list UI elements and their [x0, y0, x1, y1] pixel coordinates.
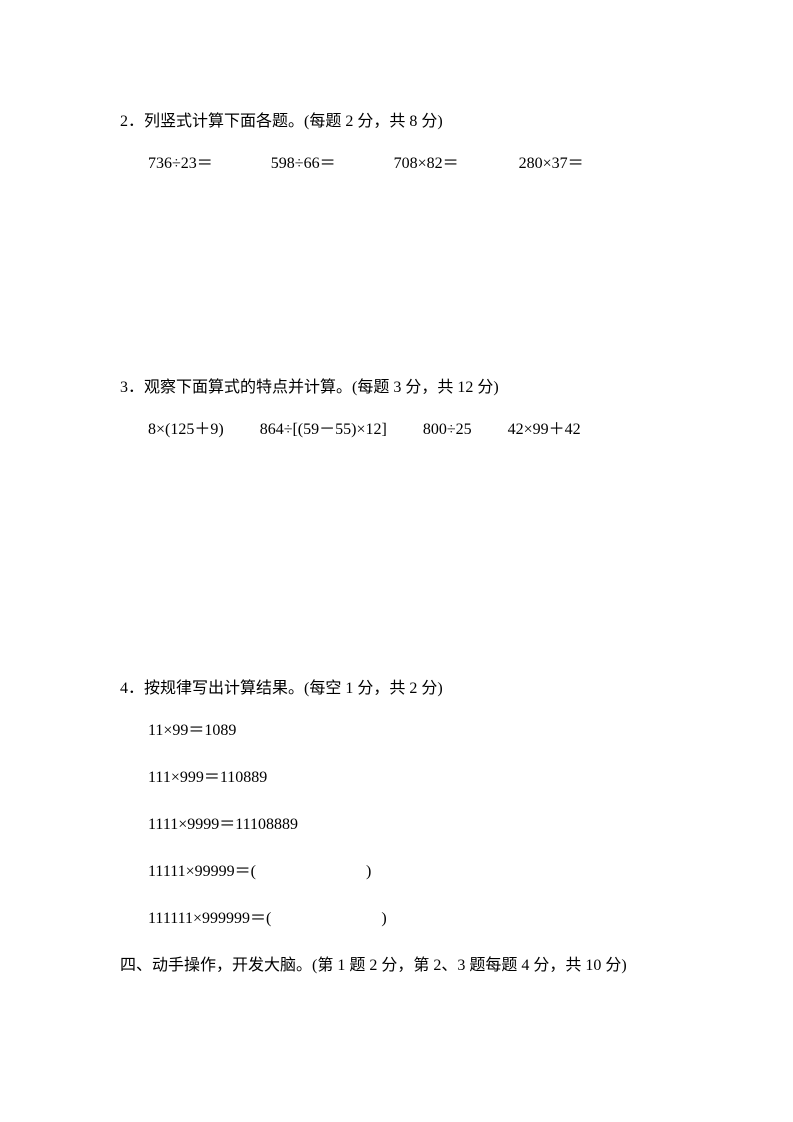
q2-item-1: 736÷23＝ [148, 152, 213, 176]
q4-blank1-suffix: ) [366, 863, 371, 880]
q3-item-4: 42×99＋42 [508, 418, 581, 442]
q4-blank2-prefix: 111111×999999＝( [148, 910, 271, 927]
q3-item-1: 8×(125＋9) [148, 418, 224, 442]
question-4-title: 4．按规律写出计算结果。(每空 1 分，共 2 分) [120, 677, 673, 701]
q3-item-3: 800÷25 [423, 418, 472, 442]
q2-item-3: 708×82＝ [394, 152, 459, 176]
q4-blank1-prefix: 11111×99999＝( [148, 863, 256, 880]
q4-line-3: 1111×9999＝11108889 [120, 813, 673, 837]
question-2: 2．列竖式计算下面各题。(每题 2 分，共 8 分) 736÷23＝ 598÷6… [120, 110, 673, 176]
question-3-items: 8×(125＋9) 864÷[(59－55)×12] 800÷25 42×99＋… [120, 418, 673, 442]
question-2-title: 2．列竖式计算下面各题。(每题 2 分，共 8 分) [120, 110, 673, 134]
q4-blank-line-2: 111111×999999＝() [120, 907, 673, 931]
question-3: 3．观察下面算式的特点并计算。(每题 3 分，共 12 分) 8×(125＋9)… [120, 376, 673, 442]
q4-blank2-suffix: ) [381, 910, 386, 927]
section-4-header: 四、动手操作，开发大脑。(第 1 题 2 分，第 2、3 题每题 4 分，共 1… [120, 954, 673, 978]
q2-item-2: 598÷66＝ [271, 152, 336, 176]
q4-line-2: 111×999＝110889 [120, 766, 673, 790]
q2-item-4: 280×37＝ [519, 152, 584, 176]
q3-item-2: 864÷[(59－55)×12] [260, 418, 387, 442]
question-3-title: 3．观察下面算式的特点并计算。(每题 3 分，共 12 分) [120, 376, 673, 400]
q4-line-1: 11×99＝1089 [120, 719, 673, 743]
q4-blank-line-1: 11111×99999＝() [120, 860, 673, 884]
question-2-items: 736÷23＝ 598÷66＝ 708×82＝ 280×37＝ [120, 152, 673, 176]
question-4: 4．按规律写出计算结果。(每空 1 分，共 2 分) 11×99＝1089 11… [120, 677, 673, 931]
